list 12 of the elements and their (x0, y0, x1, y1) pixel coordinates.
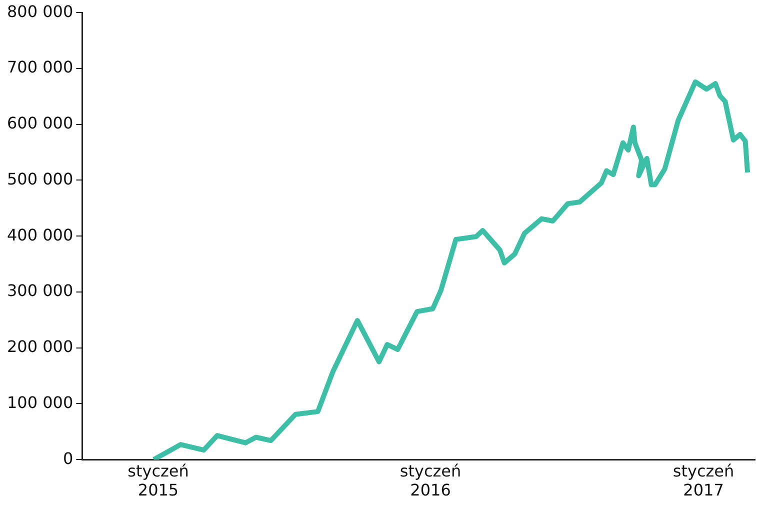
y-tick-label: 800 000 (6, 2, 74, 21)
y-tick-label: 400 000 (6, 225, 74, 244)
y-tick-label: 100 000 (6, 392, 74, 412)
y-tick-label: 0 (62, 448, 74, 468)
x-tick-label: styczeń 2016 (400, 461, 462, 500)
y-tick-label: 700 000 (6, 58, 74, 77)
y-tick-label: 600 000 (6, 114, 74, 133)
y-tick-label: 300 000 (6, 281, 74, 300)
x-tick-label: styczeń 2017 (672, 461, 734, 500)
y-tick-label: 500 000 (6, 169, 74, 188)
x-tick-label: styczeń 2015 (128, 461, 189, 500)
y-tick-label: 200 000 (6, 337, 74, 356)
